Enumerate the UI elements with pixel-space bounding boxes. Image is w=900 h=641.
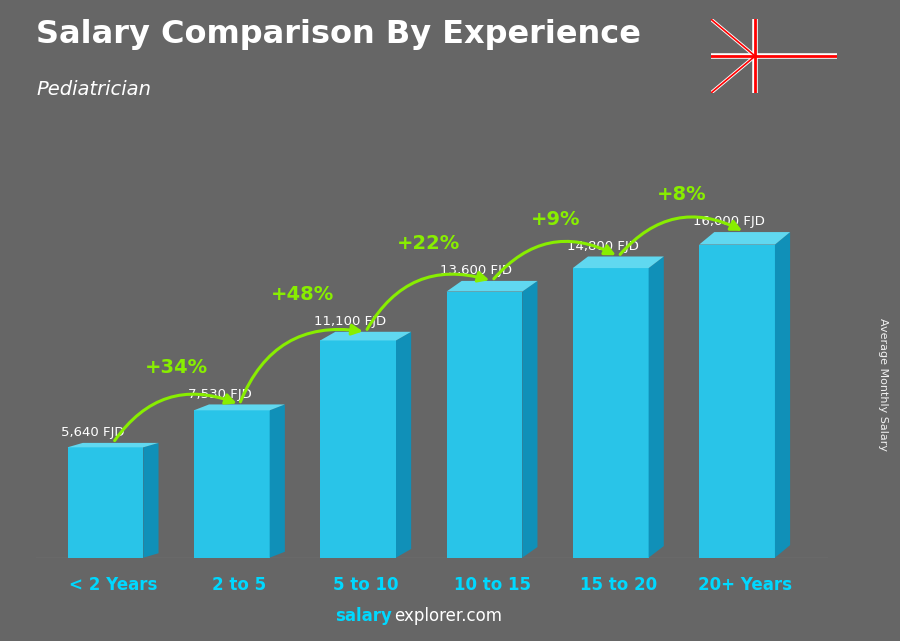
Text: +9%: +9% [530, 210, 580, 229]
Polygon shape [775, 232, 790, 558]
Polygon shape [320, 332, 411, 340]
FancyArrowPatch shape [620, 217, 739, 254]
Polygon shape [699, 232, 790, 245]
Polygon shape [446, 292, 522, 558]
Polygon shape [194, 404, 284, 410]
Polygon shape [572, 268, 649, 558]
Text: 11,100 FJD: 11,100 FJD [314, 315, 386, 328]
Text: 7,530 FJD: 7,530 FJD [187, 388, 251, 401]
FancyArrowPatch shape [114, 394, 234, 440]
Text: explorer.com: explorer.com [394, 607, 502, 625]
Polygon shape [320, 340, 396, 558]
Polygon shape [572, 256, 664, 268]
Polygon shape [270, 404, 284, 558]
Text: 16,000 FJD: 16,000 FJD [693, 215, 765, 228]
Polygon shape [649, 256, 664, 558]
Polygon shape [68, 447, 143, 558]
Polygon shape [396, 332, 411, 558]
Text: 20+ Years: 20+ Years [698, 576, 792, 594]
Text: +22%: +22% [397, 234, 461, 253]
Text: +34%: +34% [145, 358, 208, 376]
Text: +8%: +8% [657, 185, 706, 204]
FancyArrowPatch shape [367, 272, 486, 329]
Text: 15 to 20: 15 to 20 [580, 576, 657, 594]
Polygon shape [194, 410, 270, 558]
Text: 10 to 15: 10 to 15 [454, 576, 530, 594]
Polygon shape [68, 443, 158, 447]
Text: < 2 Years: < 2 Years [69, 576, 158, 594]
FancyArrowPatch shape [494, 242, 613, 279]
Text: +48%: +48% [271, 285, 334, 304]
Polygon shape [522, 281, 537, 558]
Text: 2 to 5: 2 to 5 [212, 576, 266, 594]
Text: 5 to 10: 5 to 10 [333, 576, 399, 594]
Polygon shape [699, 245, 775, 558]
FancyArrowPatch shape [240, 325, 359, 402]
Text: Average Monthly Salary: Average Monthly Salary [878, 318, 887, 451]
Text: 5,640 FJD: 5,640 FJD [61, 426, 125, 439]
Text: salary: salary [335, 607, 392, 625]
Polygon shape [143, 443, 158, 558]
Text: 14,800 FJD: 14,800 FJD [566, 240, 638, 253]
Text: Salary Comparison By Experience: Salary Comparison By Experience [36, 19, 641, 50]
Polygon shape [446, 281, 537, 292]
Text: Pediatrician: Pediatrician [36, 80, 151, 99]
Text: 13,600 FJD: 13,600 FJD [440, 264, 512, 277]
